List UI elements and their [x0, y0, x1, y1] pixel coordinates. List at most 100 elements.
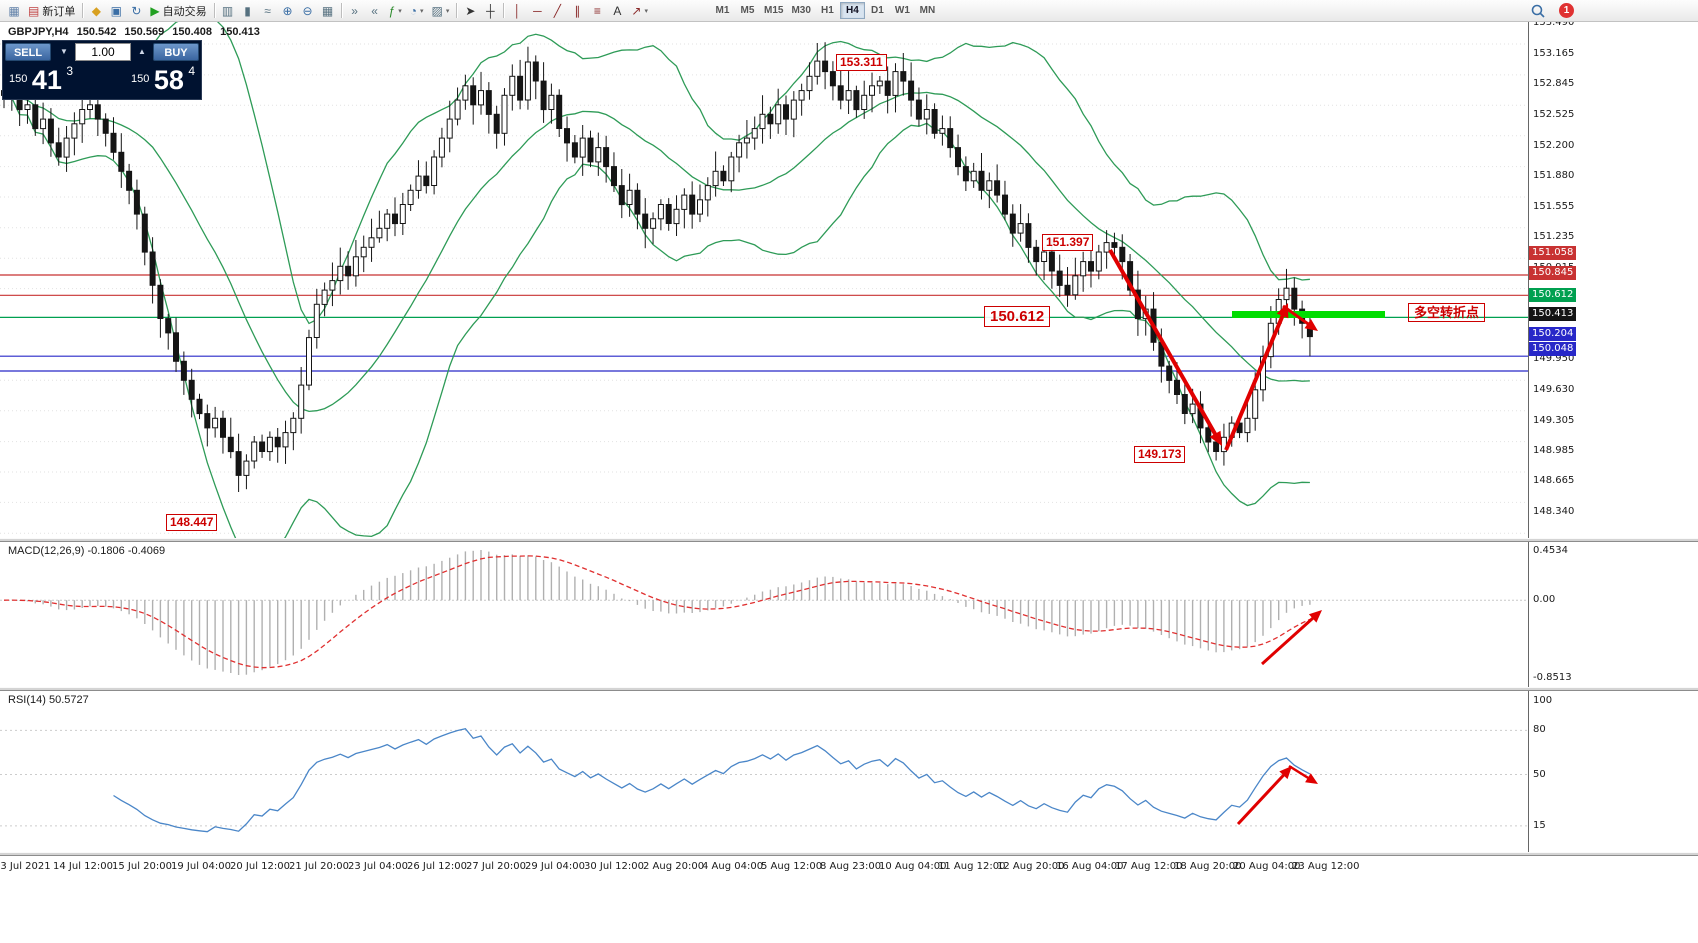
rsi-axis[interactable]: 100 80 50 15: [1528, 691, 1698, 852]
timeframe-m15-button[interactable]: M15: [763, 5, 784, 16]
vertical-line-icon[interactable]: │: [507, 2, 527, 20]
macd-indicator-panel[interactable]: [0, 542, 1528, 687]
tile-windows-icon[interactable]: ▦: [318, 2, 338, 20]
sell-button[interactable]: SELL: [5, 43, 51, 61]
candlestick-chart-icon[interactable]: ▮: [238, 2, 258, 20]
price-tag: 150.845: [1529, 266, 1577, 280]
macd-axis-label: 0.00: [1533, 594, 1556, 605]
panel-separator[interactable]: [0, 852, 1698, 856]
candlestick-chart[interactable]: [0, 14, 1528, 559]
channel-icon[interactable]: ∥: [567, 2, 587, 20]
new-order-button-label: 新订单: [42, 5, 76, 18]
cursor-icon: ➤: [465, 3, 476, 18]
price-axis-label: 152.200: [1533, 140, 1575, 151]
candlestick-chart-icon: ▮: [244, 3, 251, 18]
panel-separator[interactable]: [0, 538, 1698, 542]
rsi-label: RSI(14) 50.5727: [8, 694, 89, 706]
chevron-down-icon: ▾: [420, 7, 424, 15]
price-axis-label: 151.235: [1533, 231, 1575, 242]
macd-axis-label: 0.4534: [1533, 545, 1568, 556]
refresh-icon[interactable]: ↻: [126, 2, 146, 20]
buy-price-display[interactable]: 150 58 4: [131, 64, 195, 96]
strategy-tester-icon[interactable]: ◆: [86, 2, 106, 20]
volume-decrement-button[interactable]: ▼: [60, 47, 68, 56]
cursor-icon[interactable]: ➤: [460, 2, 480, 20]
rsi-chart[interactable]: [0, 691, 1528, 852]
macd-chart[interactable]: [0, 542, 1528, 687]
chart-shift-icon[interactable]: «: [365, 2, 385, 20]
templates-icon[interactable]: ▨ ▾: [428, 2, 454, 20]
zoom-in-icon[interactable]: ⊕: [278, 2, 298, 20]
time-axis-label: 5 Aug 12:00: [761, 861, 823, 872]
charts-window-icon[interactable]: ▦: [4, 2, 24, 20]
timeframe-w1-button[interactable]: W1: [894, 5, 910, 16]
rsi-axis-label: 50: [1533, 769, 1546, 780]
price-axis-label: 148.340: [1533, 506, 1575, 517]
zoom-out-icon[interactable]: ⊖: [298, 2, 318, 20]
time-axis-label: 30 Jul 12:00: [584, 861, 644, 872]
strategy-tester-icon: ◆: [91, 3, 101, 18]
timeframe-mn-button[interactable]: MN: [919, 5, 936, 16]
symbol-ohlc-header: GBPJPY,H4 150.542 150.569 150.408 150.41…: [8, 26, 265, 38]
fibonacci-icon: ≡: [593, 3, 601, 18]
indicators-icon[interactable]: ƒ ▾: [385, 2, 406, 20]
search-icon[interactable]: [1527, 2, 1549, 20]
toolbar-separator: [213, 3, 215, 18]
price-axis-label: 153.165: [1533, 48, 1575, 59]
vertical-line-icon: │: [513, 3, 522, 18]
autotrading-button[interactable]: ▶ 自动交易: [146, 2, 210, 20]
time-axis-label: 18 Aug 20:00: [1174, 861, 1242, 872]
time-axis-label: 15 Jul 20:00: [112, 861, 172, 872]
price-axis-label: 149.630: [1533, 384, 1575, 395]
timeframe-h4-button[interactable]: H4: [839, 2, 865, 19]
text-icon[interactable]: A: [607, 2, 627, 20]
indicators-icon: ƒ: [388, 3, 396, 18]
panel-separator[interactable]: [0, 687, 1698, 691]
timeframe-h1-button[interactable]: H1: [820, 5, 834, 16]
bar-chart-icon[interactable]: ▥: [218, 2, 238, 20]
auto-scroll-icon[interactable]: »: [345, 2, 365, 20]
sell-price-prefix: 150: [9, 73, 28, 85]
rsi-indicator-panel[interactable]: [0, 691, 1528, 852]
timeframe-d1-button[interactable]: D1: [870, 5, 884, 16]
timeframe-m30-button[interactable]: M30: [791, 5, 811, 16]
accounts-icon: ▣: [110, 3, 123, 18]
arrow-tools-icon[interactable]: ↗ ▾: [627, 2, 652, 20]
timeframe-m1-button[interactable]: M1: [715, 5, 730, 16]
volume-increment-button[interactable]: ▲: [138, 47, 146, 56]
bar-low-value: 150.408: [172, 26, 213, 38]
fibonacci-icon[interactable]: ≡: [587, 2, 607, 20]
trendline-icon[interactable]: ╱: [547, 2, 567, 20]
macd-axis[interactable]: 0.4534 0.00 -0.8513: [1528, 542, 1698, 687]
sell-price-display[interactable]: 150 41 3: [9, 64, 73, 96]
price-axis-label: 148.985: [1533, 445, 1575, 456]
price-tag: 151.058: [1529, 246, 1577, 260]
price-chart-panel[interactable]: [0, 14, 1528, 559]
timeframe-m5-button[interactable]: M5: [740, 5, 755, 16]
horizontal-line-icon[interactable]: ─: [527, 2, 547, 20]
price-axis[interactable]: 153.490 153.165 152.845 152.525 152.200 151.8…: [1528, 17, 1698, 538]
notification-badge[interactable]: 1: [1559, 3, 1574, 18]
accounts-icon[interactable]: ▣: [106, 2, 126, 20]
price-tag: 150.048: [1529, 342, 1577, 356]
buy-price-big-digits: 58: [153, 65, 184, 95]
price-axis-label: 151.555: [1533, 201, 1575, 212]
new-order-button[interactable]: ▤ 新订单: [24, 2, 79, 20]
main-toolbar: ▦ ▤ 新订单 ◆ ▣ ↻ ▶ 自动交易 ▥ ▮ ≈ ⊕ ⊖ ▦» «ƒ ▾ ◔ ▾ ▨ ▾ ➤ ┼ │ ─ ╱ ∥ ≡ A ↗ ▾ M1 M…: [0, 0, 1698, 22]
window-background: [0, 880, 1698, 943]
text-icon: A: [613, 3, 622, 18]
time-axis-label: 16 Aug 04:00: [1056, 861, 1124, 872]
price-tag: 150.413: [1529, 307, 1577, 321]
buy-button[interactable]: BUY: [153, 43, 199, 61]
time-axis-label: 13 Jul 2021: [0, 861, 51, 872]
periods-icon[interactable]: ◔ ▾: [406, 2, 428, 20]
horizontal-line-icon: ─: [533, 3, 542, 18]
crosshair-icon[interactable]: ┼: [480, 2, 500, 20]
chevron-down-icon: ▾: [644, 7, 648, 15]
line-chart-icon[interactable]: ≈: [258, 2, 278, 20]
auto-scroll-icon: »: [351, 3, 358, 18]
volume-input[interactable]: 1.00: [75, 43, 131, 61]
time-axis-label: 4 Aug 04:00: [702, 861, 764, 872]
